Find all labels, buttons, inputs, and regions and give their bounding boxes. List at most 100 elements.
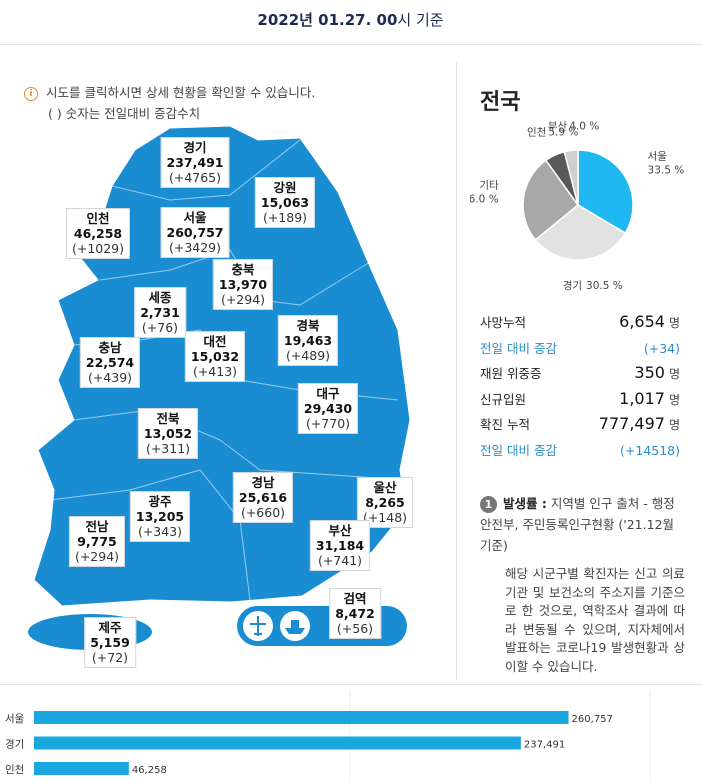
region-total: 13,052 (143, 426, 193, 441)
info-icon: i (24, 86, 38, 101)
stat-row: 확진 누적 777,497 명 (480, 414, 680, 440)
bar-category: 인천 (5, 764, 24, 776)
region-total: 15,063 (260, 195, 310, 210)
footnote-text: 지역별 인구 출처 - 행정안전부, 주민등록인구현황 ('21.12월 기준) (480, 496, 675, 553)
region-change: (+660) (240, 505, 286, 520)
region-name: 검역 (343, 591, 367, 606)
region-change: (+311) (145, 441, 191, 456)
stat-row: 전일 대비 증감 (+34) (480, 338, 680, 364)
region-change: (+148) (362, 510, 408, 525)
region-name: 서울 (183, 210, 207, 225)
stat-value: 350 (634, 363, 665, 382)
region-name: 경기 (183, 140, 207, 155)
region-box[interactable]: 경남 25,616 (+660) (232, 472, 294, 523)
region-box[interactable]: 울산 8,265 (+148) (356, 477, 414, 528)
stat-value: 777,497 (598, 414, 665, 433)
region-box[interactable]: 경기 237,491 (+4765) (160, 137, 230, 188)
region-change: (+413) (192, 364, 238, 379)
pie-label: 부산 (548, 121, 568, 133)
pie-label: 경기 (563, 279, 582, 292)
region-box[interactable]: 강원 15,063 (+189) (254, 177, 316, 228)
region-change: (+56) (336, 621, 374, 636)
region-name: 충남 (98, 340, 122, 355)
note-text: ( ) 숫자는 전일대비 증감수치 (48, 106, 201, 121)
region-total: 237,491 (166, 155, 224, 170)
region-name: 경북 (296, 318, 320, 333)
pie-label: 기타 (479, 180, 499, 192)
region-box[interactable]: 광주 13,205 (+343) (129, 491, 191, 542)
stat-unit: 명 (668, 316, 680, 330)
bar (34, 736, 521, 750)
stat-value-wrap: (+14518) (620, 443, 680, 458)
stat-value-wrap: 6,654 명 (619, 312, 680, 331)
pie-value-label: 26.0 % (470, 194, 499, 206)
region-box[interactable]: 경북 19,463 (+489) (277, 315, 339, 366)
region-box[interactable]: 대전 15,032 (+413) (184, 331, 246, 382)
region-box[interactable]: 부산 31,184 (+741) (309, 520, 371, 571)
stat-value-wrap: 777,497 명 (599, 414, 680, 433)
region-box[interactable]: 인천 46,258 (+1029) (65, 208, 131, 259)
region-total: 2,731 (140, 305, 180, 320)
divider (456, 62, 457, 680)
bar-category: 경기 (5, 738, 24, 751)
region-box[interactable]: 전북 13,052 (+311) (137, 408, 199, 459)
stat-label: 전일 대비 증감 (480, 340, 557, 356)
region-name: 부산 (328, 523, 352, 538)
region-total: 31,184 (315, 538, 365, 553)
stat-value-wrap: (+34) (644, 341, 680, 356)
region-total: 9,775 (77, 534, 117, 549)
pie-slice (534, 204, 627, 261)
region-change: (+294) (220, 292, 266, 307)
bar (34, 762, 129, 775)
pie-chart: 서울 33.5 % 경기 30.5 % 기타 26.0 % 인천5.9 %부산4.0 % (470, 121, 684, 292)
region-name: 대전 (203, 334, 227, 349)
stat-value: 1,017 (619, 388, 665, 408)
region-name: 광주 (148, 494, 172, 509)
region-name: 인천 (86, 211, 110, 226)
region-box[interactable]: 제주 5,159 (+72) (84, 617, 136, 668)
region-total: 260,757 (166, 225, 224, 240)
stat-label: 신규입원 (480, 391, 527, 407)
region-box[interactable]: 검역 8,472 (+56) (329, 588, 381, 639)
footnote-number: 1 (480, 496, 497, 513)
pie-value-label: 4.0 % (569, 121, 599, 133)
bar (34, 711, 569, 724)
stat-unit: 명 (668, 392, 680, 407)
region-name: 대구 (316, 386, 340, 401)
stats: 사망누적 6,654 명 전일 대비 증감 (+34) 재원 위중증 350 명 신규입원 1,0… (480, 312, 680, 465)
region-change: (+489) (285, 348, 331, 363)
region-change: (+741) (317, 553, 363, 568)
region-box[interactable]: 대구 29,430 (+770) (297, 383, 359, 434)
region-total: 46,258 (73, 226, 123, 241)
stat-label: 사망누적 (480, 315, 527, 330)
stat-value: 6,654 (619, 312, 665, 331)
stat-value: (+34) (643, 340, 680, 356)
region-box[interactable]: 서울 260,757 (+3429) (160, 207, 230, 258)
stat-value-wrap: 1,017 명 (619, 389, 680, 408)
region-box[interactable]: 세종 2,731 (+76) (134, 287, 186, 338)
region-name: 전북 (156, 411, 180, 426)
region-box[interactable]: 충북 13,970 (+294) (212, 259, 274, 310)
border (49, 469, 251, 601)
note: 해당 시군구별 확진자는 신고 의료기관 및 보건소의 주소지를 기준으로 한 … (505, 566, 685, 674)
footnote: 1 발생률 : 지역별 인구 출처 - 행정안전부, 주민등록인구현황 ('21.… (480, 493, 685, 556)
pie-slice (563, 149, 579, 206)
border (111, 139, 301, 201)
bar-value-label: 237,491 (524, 740, 565, 751)
stat-row: 신규입원 1,017 명 (480, 389, 680, 415)
region-name: 울산 (373, 480, 397, 495)
region-change: (+189) (262, 210, 308, 225)
stat-label: 확진 누적 (480, 417, 530, 432)
note-line: i 시도를 클릭하시면 상세 현황을 확인할 수 있습니다. (24, 82, 315, 103)
region-box[interactable]: 충남 22,574 (+439) (79, 337, 141, 388)
region-box[interactable]: 전남 9,775 (+294) (68, 516, 126, 567)
stat-value: (+14518) (620, 442, 680, 458)
region-name: 세종 (148, 290, 172, 305)
bar-value-label: 46,258 (132, 765, 167, 776)
pie-label: 서울 (648, 150, 668, 162)
stat-row: 사망누적 6,654 명 (480, 312, 680, 338)
stat-row: 재원 위중증 350 명 (480, 363, 680, 389)
stat-unit: 명 (668, 418, 680, 432)
